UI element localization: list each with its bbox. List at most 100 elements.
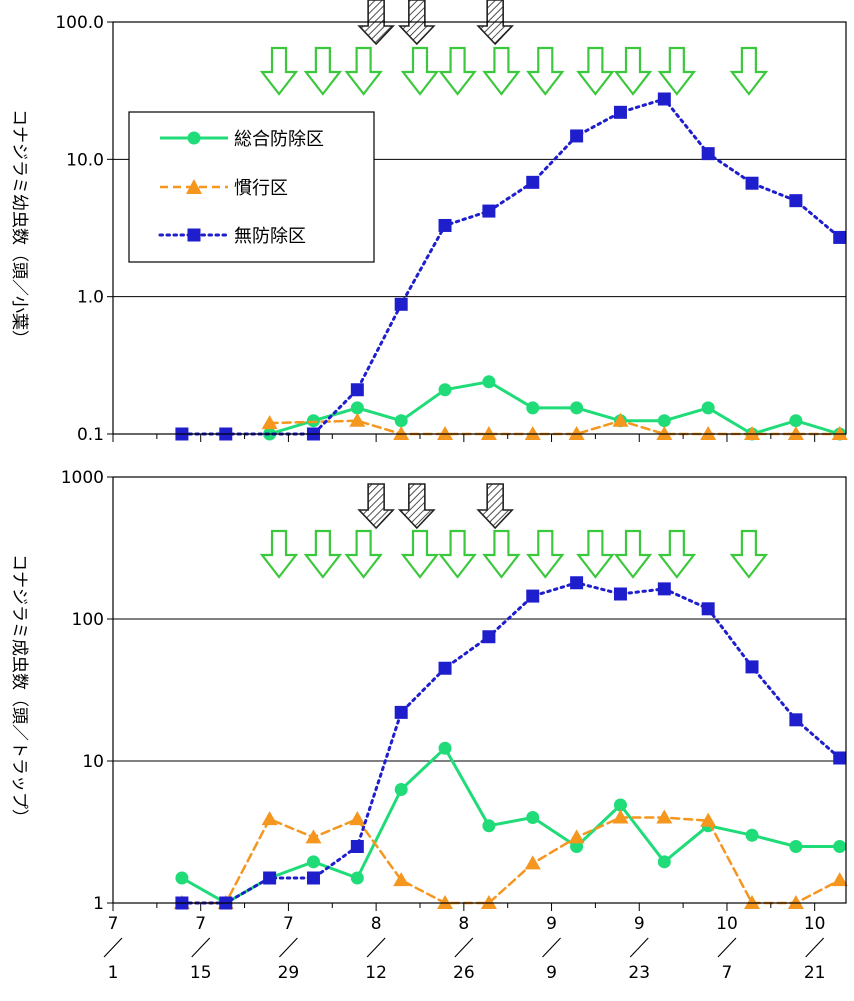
series-line-integrated (180, 746, 842, 905)
point-untreated (745, 176, 759, 190)
point-untreated (263, 871, 277, 885)
green-arrow (657, 46, 697, 96)
point-untreated (482, 630, 496, 644)
legend-item-untreated: 無防除区 (158, 226, 306, 247)
point-untreated (306, 871, 320, 885)
point-conventional (393, 872, 410, 887)
point-conventional (831, 872, 848, 887)
point-integrated (657, 855, 671, 869)
point-integrated (350, 401, 364, 415)
adult-plot-frame (112, 476, 847, 904)
point-untreated (789, 713, 803, 727)
larvae-y-ticks: 0.1 1.0 10.0 100.0 (55, 13, 113, 445)
green-arrow (657, 529, 697, 579)
adult-y-axis-label: コナジラミ成虫数（頭／トラップ） (9, 554, 29, 826)
point-conventional (612, 412, 629, 427)
point-conventional (656, 426, 673, 440)
date-label-day: 23 (628, 963, 650, 983)
green-arrow (259, 529, 299, 579)
date-label-day: 15 (190, 963, 212, 983)
point-integrated (526, 811, 540, 825)
green-arrow (400, 46, 440, 96)
adult-treatment-arrows (259, 483, 769, 579)
date-label-slash (279, 937, 298, 958)
date-label-month: 9 (634, 914, 645, 934)
date-label-day: 26 (453, 963, 475, 983)
point-untreated (394, 705, 408, 719)
series-line-conventional (180, 816, 841, 905)
green-arrow (526, 529, 565, 579)
adult-series (173, 576, 848, 910)
point-integrated (482, 819, 496, 833)
y-tick-label: 1000 (61, 468, 104, 488)
point-untreated (350, 839, 364, 853)
date-label-month: 8 (371, 914, 382, 934)
date-label-month: 8 (458, 914, 469, 934)
legend-marker-conventional (186, 179, 202, 194)
adult-y-ticks: 1 10 100 1000 (61, 468, 113, 914)
y-tick-label: 100.0 (55, 13, 104, 33)
point-integrated (482, 375, 496, 389)
date-label: 7 15 (190, 914, 212, 983)
date-label-slash (103, 937, 123, 958)
y-tick-label: 100 (72, 610, 104, 630)
date-label-slash (454, 937, 474, 958)
hatched-arrow (397, 483, 436, 530)
point-conventional (656, 809, 673, 824)
date-label-day: 12 (365, 963, 387, 983)
point-conventional (305, 829, 322, 844)
point-conventional (612, 809, 629, 824)
date-label-month: 9 (546, 914, 557, 934)
green-arrow (729, 529, 769, 579)
point-integrated (438, 383, 452, 397)
green-arrow (303, 46, 343, 96)
y-tick-label: 10 (82, 752, 104, 772)
date-label-slash (542, 937, 561, 958)
point-conventional (437, 895, 454, 909)
date-label: 9 23 (628, 914, 650, 983)
larvae-panel: 0.1 1.0 10.0 100.0 コナジラミ幼虫数（頭／小葉） 総合防除区 慣行区… (9, 0, 848, 445)
green-arrow (526, 46, 565, 96)
hatched-arrow (357, 483, 395, 530)
point-conventional (787, 895, 804, 909)
date-label: 71 (103, 914, 123, 983)
date-label: 7 29 (278, 914, 300, 983)
date-label: 8 26 (453, 914, 475, 983)
point-untreated (657, 92, 671, 106)
y-tick-label: 1.0 (77, 288, 104, 308)
legend-label-untreated: 無防除区 (234, 226, 306, 247)
green-arrow (613, 46, 653, 96)
point-untreated (701, 147, 715, 161)
point-integrated (570, 401, 584, 415)
point-conventional (261, 415, 278, 430)
point-conventional (393, 426, 410, 440)
point-integrated (701, 401, 715, 415)
legend-item-conventional: 慣行区 (160, 178, 288, 199)
point-conventional (831, 426, 848, 440)
green-arrow (400, 529, 440, 579)
green-arrow (259, 46, 299, 96)
point-integrated (745, 828, 759, 842)
y-tick-label: 0.1 (77, 425, 104, 445)
date-label: 10 7 (716, 914, 738, 983)
point-conventional (568, 829, 585, 844)
date-label-slash (629, 937, 649, 958)
point-untreated (350, 383, 364, 397)
y-tick-label: 10.0 (66, 150, 104, 170)
green-arrow (344, 46, 383, 96)
point-untreated (438, 218, 452, 232)
hatched-arrow (476, 483, 515, 530)
point-untreated (438, 661, 452, 675)
series-line-integrated (268, 380, 842, 436)
date-label-day: 29 (278, 963, 300, 983)
point-conventional (349, 811, 366, 826)
point-untreated (657, 582, 671, 596)
date-label-slash (717, 937, 737, 958)
date-label-month: 10 (804, 914, 826, 934)
larvae-y-axis-label: コナジラミ幼虫数（頭／小葉） (9, 109, 29, 347)
date-label-month: 7 (195, 914, 206, 934)
date-label-slash (191, 937, 211, 958)
y-tick-label: 1 (93, 894, 104, 914)
point-integrated (526, 401, 540, 415)
